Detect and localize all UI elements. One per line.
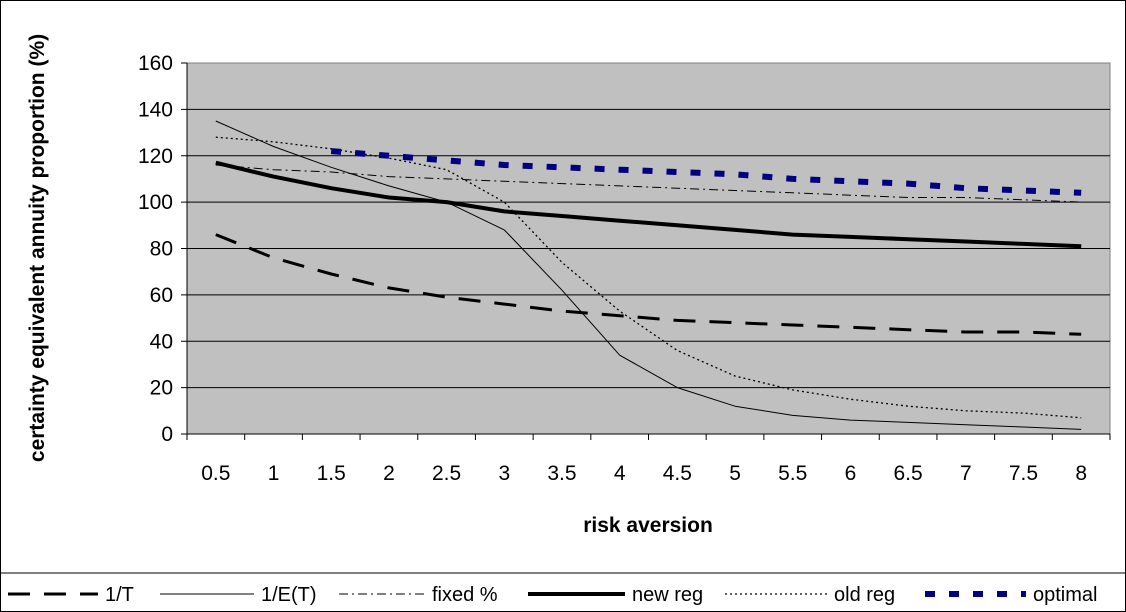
y-tick-label: 80 bbox=[150, 238, 173, 261]
y-tick-label: 120 bbox=[138, 145, 173, 168]
x-tick-label: 6 bbox=[845, 462, 857, 485]
x-axis-title: risk aversion bbox=[583, 514, 713, 537]
x-tick-labels: 0.5 1 1.5 2 2.5 3 3.5 4 4.5 5 5.5 6 6.5 7 7.5 8 bbox=[201, 462, 1087, 485]
x-tick-label: 7 bbox=[960, 462, 972, 485]
x-tick-label: 4 bbox=[614, 462, 626, 485]
x-tick-label: 6.5 bbox=[893, 462, 922, 485]
legend-label: 1/E(T) bbox=[261, 584, 317, 606]
y-tick-label: 60 bbox=[150, 284, 173, 307]
y-tick-labels: 0 20 40 60 80 100 120 140 160 bbox=[138, 52, 173, 446]
y-tick-label: 40 bbox=[150, 330, 173, 353]
x-tick-label: 1.5 bbox=[317, 462, 346, 485]
y-tick-label: 160 bbox=[138, 52, 173, 75]
x-tick-label: 1 bbox=[268, 462, 280, 485]
x-tick-label: 4.5 bbox=[663, 462, 692, 485]
series-line-5 bbox=[330, 148, 1082, 196]
legend-label: fixed % bbox=[432, 584, 498, 606]
x-tick-label: 3 bbox=[498, 462, 510, 485]
legend: 1/T 1/E(T) fixed % new reg old reg optimal bbox=[0, 572, 1126, 606]
series-lines bbox=[215, 120, 1082, 430]
legend-label: old reg bbox=[834, 584, 895, 606]
y-axis-title: certainty equivalent annuity proportion … bbox=[26, 34, 49, 462]
x-tick-label: 3.5 bbox=[547, 462, 576, 485]
x-tick-label: 8 bbox=[1075, 462, 1087, 485]
y-tick-label: 100 bbox=[138, 191, 173, 214]
series-line-0 bbox=[215, 233, 1082, 336]
axes bbox=[181, 62, 1111, 440]
x-tick-label: 2 bbox=[383, 462, 395, 485]
legend-label: 1/T bbox=[105, 584, 134, 606]
legend-label: new reg bbox=[632, 584, 703, 606]
x-tick-label: 2.5 bbox=[432, 462, 461, 485]
x-tick-label: 5 bbox=[729, 462, 741, 485]
series-line-1 bbox=[215, 120, 1082, 430]
x-tick-label: 7.5 bbox=[1009, 462, 1038, 485]
y-tick-label: 140 bbox=[138, 98, 173, 121]
gridlines bbox=[187, 108, 1110, 389]
x-tick-label: 0.5 bbox=[201, 462, 230, 485]
y-tick-label: 0 bbox=[161, 423, 173, 446]
x-tick-label: 5.5 bbox=[778, 462, 807, 485]
y-tick-label: 20 bbox=[150, 377, 173, 400]
series-line-3 bbox=[215, 160, 1082, 249]
legend-label: optimal bbox=[1033, 584, 1097, 606]
